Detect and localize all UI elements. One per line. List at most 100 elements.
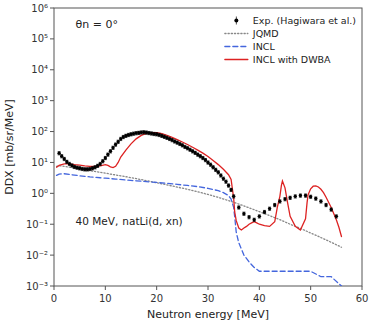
error-bar [101,160,104,163]
y-tick-label: 10² [31,126,48,137]
legend-label: Exp. (Hagiwara et al.) [253,15,356,26]
error-bar [273,203,276,206]
error-bar [278,200,281,203]
data-point [319,200,322,203]
x-tick-label: 40 [253,293,266,304]
error-bar [230,188,233,191]
x-tick-label: 20 [150,293,163,304]
error-bar [232,195,235,198]
error-bar [109,150,112,153]
x-tick [54,286,55,290]
error-bar [330,208,333,211]
data-point [106,153,109,156]
legend-label: INCL [253,41,276,52]
data-point [219,174,222,177]
error-bar [65,160,68,163]
series-line [57,133,342,237]
error-bar [294,195,297,198]
error-bar [314,197,317,200]
data-point [109,150,112,153]
lines [57,133,342,286]
error-bar [212,166,215,169]
legend-swatch [225,33,248,34]
data-point [335,215,338,218]
error-bar [299,194,302,197]
y-tick [50,131,54,132]
error-bar [335,215,338,218]
error-bar [209,163,212,166]
error-bar [237,206,240,209]
error-bar [289,196,292,199]
data-point [242,212,245,215]
error-bar [112,146,115,149]
annotation: 40 MeV, [76,215,119,227]
x-tick-label: 50 [304,293,317,304]
annotation: θn = 0° [76,18,118,31]
y-tick [50,38,54,39]
error-bar [104,156,107,159]
x-tick [208,286,209,290]
y-tick-label: 10³ [31,95,48,106]
error-bar [217,171,220,174]
x-axis-label: Neutron energy [MeV] [147,308,269,321]
y-axis-label: DDX [mb/sr/MeV] [3,99,16,195]
y-tick [50,162,54,163]
y-tick-label: 10⁴ [31,64,48,75]
data-point [224,180,227,183]
points [57,131,338,222]
error-bar [227,184,230,187]
error-bar [60,155,63,158]
data-point [299,194,302,197]
y-tick [50,224,54,225]
y-tick [50,100,54,101]
data-point [268,207,271,210]
y-tick [50,193,54,194]
legend-label: JQMD [252,28,279,39]
error-bar [284,198,287,201]
error-bar [319,200,322,203]
y-tick-label: 10⁶ [31,3,48,14]
x-tick [310,286,311,290]
y-tick-label: 10⁻³ [26,281,48,292]
series-line [57,174,342,286]
y-tick [50,255,54,256]
data-point [247,215,250,218]
y-tick [50,8,54,9]
error-bar [222,177,225,180]
y-tick [50,69,54,70]
data-point [273,203,276,206]
error-bar [242,212,245,215]
x-tick-label: 60 [356,293,369,304]
legend-label: INCL with DWBA [253,54,331,65]
data-point [229,188,232,191]
data-point [258,215,261,218]
error-bar [63,157,66,160]
error-bar [219,174,222,177]
x-tick-label: 0 [51,293,57,304]
y-tick-label: 10⁻¹ [26,219,48,230]
data-point [314,197,317,200]
error-bar [207,161,210,164]
chart: 010203040506010⁻³10⁻²10⁻¹10⁰10¹10²10³10⁴… [0,0,372,326]
data-point [283,197,286,200]
data-point [309,195,312,198]
data-point [227,184,230,187]
x-tick [259,286,260,290]
error-bar [304,194,307,197]
data-point [217,171,220,174]
data-point [232,195,235,198]
error-bar [309,195,312,198]
data-point [278,200,281,203]
data-point [330,208,333,211]
error-bar [119,137,122,140]
annotations: θn = 0° 40 MeV,natLi(d, xn) [76,18,183,227]
data-point [104,156,107,159]
y-tick [50,286,54,287]
error-bar [99,162,102,165]
y-tick-label: 10¹ [31,157,48,168]
y-tick-label: 10⁻² [26,250,48,261]
annotation: natLi(d, xn) [122,215,182,227]
x-tick [105,286,106,290]
legend-swatch [234,19,238,23]
y-tick-label: 10⁵ [31,33,48,44]
